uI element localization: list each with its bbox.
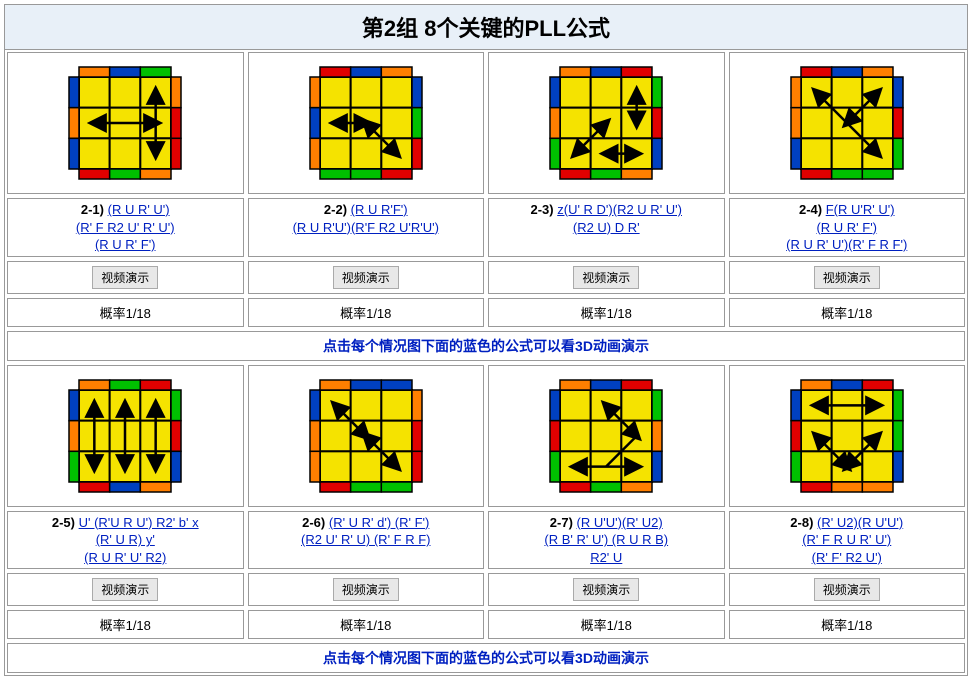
formula-link[interactable]: (R2 U) D R' <box>573 220 640 235</box>
cube-cell <box>729 365 966 507</box>
pll-table: 第2组 8个关键的PLL公式 <box>4 4 968 676</box>
cube-diagram <box>732 370 963 502</box>
formula-cell: 2-1) (R U R' U')(R' F R2 U' R' U')(R U R… <box>7 198 244 257</box>
formula-link[interactable]: (R U R' U')(R' F R F') <box>786 237 907 252</box>
video-button-cell: 视频演示 <box>488 573 725 606</box>
video-button-cell: 视频演示 <box>248 573 485 606</box>
cube-cell <box>248 52 485 194</box>
cube-diagram <box>10 370 241 502</box>
probability-cell: 概率1/18 <box>7 298 244 327</box>
formula-link[interactable]: (R U R' F') <box>816 220 877 235</box>
formula-cell: 2-4) F(R U'R' U')(R U R' F')(R U R' U')(… <box>729 198 966 257</box>
video-demo-button[interactable]: 视频演示 <box>333 578 399 601</box>
probability-cell: 概率1/18 <box>248 298 485 327</box>
video-button-cell: 视频演示 <box>488 261 725 294</box>
probability-cell: 概率1/18 <box>488 298 725 327</box>
formula-link[interactable]: F(R U'R' U') <box>826 202 895 217</box>
formula-cell: 2-6) (R' U R' d') (R' F')(R2 U' R' U) (R… <box>248 511 485 570</box>
video-demo-button[interactable]: 视频演示 <box>814 266 880 289</box>
formula-link[interactable]: (R' F R2 U' R' U') <box>76 220 175 235</box>
formula-link[interactable]: (R B' R' U') (R U R B) <box>544 532 668 547</box>
formula-link[interactable]: U' (R'U R U') R2' b' x <box>79 515 199 530</box>
instruction-note: 点击每个情况图下面的蓝色的公式可以看3D动画演示 <box>7 331 965 361</box>
video-demo-button[interactable]: 视频演示 <box>573 266 639 289</box>
formula-link[interactable]: (R U R' U') <box>108 202 170 217</box>
formula-cell: 2-2) (R U R'F')(R U R'U')(R'F R2 U'R'U') <box>248 198 485 257</box>
table-header: 第2组 8个关键的PLL公式 <box>5 5 967 50</box>
cube-diagram <box>732 57 963 189</box>
formula-cell: 2-3) z(U' R D')(R2 U R' U')(R2 U) D R' <box>488 198 725 257</box>
instruction-note: 点击每个情况图下面的蓝色的公式可以看3D动画演示 <box>7 643 965 673</box>
video-button-cell: 视频演示 <box>248 261 485 294</box>
cube-diagram <box>491 57 722 189</box>
probability-cell: 概率1/18 <box>248 610 485 639</box>
formula-link[interactable]: R2' U <box>590 550 622 565</box>
formula-cell: 2-8) (R' U2)(R U'U')(R' F R U R' U')(R' … <box>729 511 966 570</box>
video-demo-button[interactable]: 视频演示 <box>814 578 880 601</box>
formula-link[interactable]: (R U R'U')(R'F R2 U'R'U') <box>293 220 439 235</box>
cube-cell <box>248 365 485 507</box>
probability-cell: 概率1/18 <box>729 298 966 327</box>
probability-cell: 概率1/18 <box>729 610 966 639</box>
video-demo-button[interactable]: 视频演示 <box>92 578 158 601</box>
formula-link[interactable]: (R' F' R2 U') <box>812 550 882 565</box>
formula-cell: 2-5) U' (R'U R U') R2' b' x(R' U R) y'(R… <box>7 511 244 570</box>
cube-diagram <box>491 370 722 502</box>
formula-link[interactable]: (R U R' F') <box>95 237 156 252</box>
formula-link[interactable]: (R' F R U R' U') <box>802 532 891 547</box>
cube-cell <box>7 52 244 194</box>
formula-link[interactable]: (R' U R' d') (R' F') <box>329 515 430 530</box>
video-button-cell: 视频演示 <box>729 261 966 294</box>
cube-diagram <box>10 57 241 189</box>
probability-cell: 概率1/18 <box>7 610 244 639</box>
formula-link[interactable]: (R U'U')(R' U2) <box>577 515 663 530</box>
cube-cell <box>729 52 966 194</box>
cube-cell <box>7 365 244 507</box>
formula-link[interactable]: (R U R'F') <box>351 202 408 217</box>
formula-link[interactable]: (R' U2)(R U'U') <box>817 515 903 530</box>
cube-cell <box>488 52 725 194</box>
cube-diagram <box>251 370 482 502</box>
video-button-cell: 视频演示 <box>729 573 966 606</box>
video-demo-button[interactable]: 视频演示 <box>92 266 158 289</box>
formula-link[interactable]: (R U R' U' R2) <box>84 550 166 565</box>
formula-link[interactable]: (R' U R) y' <box>96 532 155 547</box>
video-demo-button[interactable]: 视频演示 <box>573 578 639 601</box>
cube-diagram <box>251 57 482 189</box>
video-demo-button[interactable]: 视频演示 <box>333 266 399 289</box>
formula-link[interactable]: (R2 U' R' U) (R' F R F) <box>301 532 431 547</box>
formula-cell: 2-7) (R U'U')(R' U2)(R B' R' U') (R U R … <box>488 511 725 570</box>
probability-cell: 概率1/18 <box>488 610 725 639</box>
video-button-cell: 视频演示 <box>7 261 244 294</box>
video-button-cell: 视频演示 <box>7 573 244 606</box>
formula-link[interactable]: z(U' R D')(R2 U R' U') <box>557 202 682 217</box>
cube-cell <box>488 365 725 507</box>
